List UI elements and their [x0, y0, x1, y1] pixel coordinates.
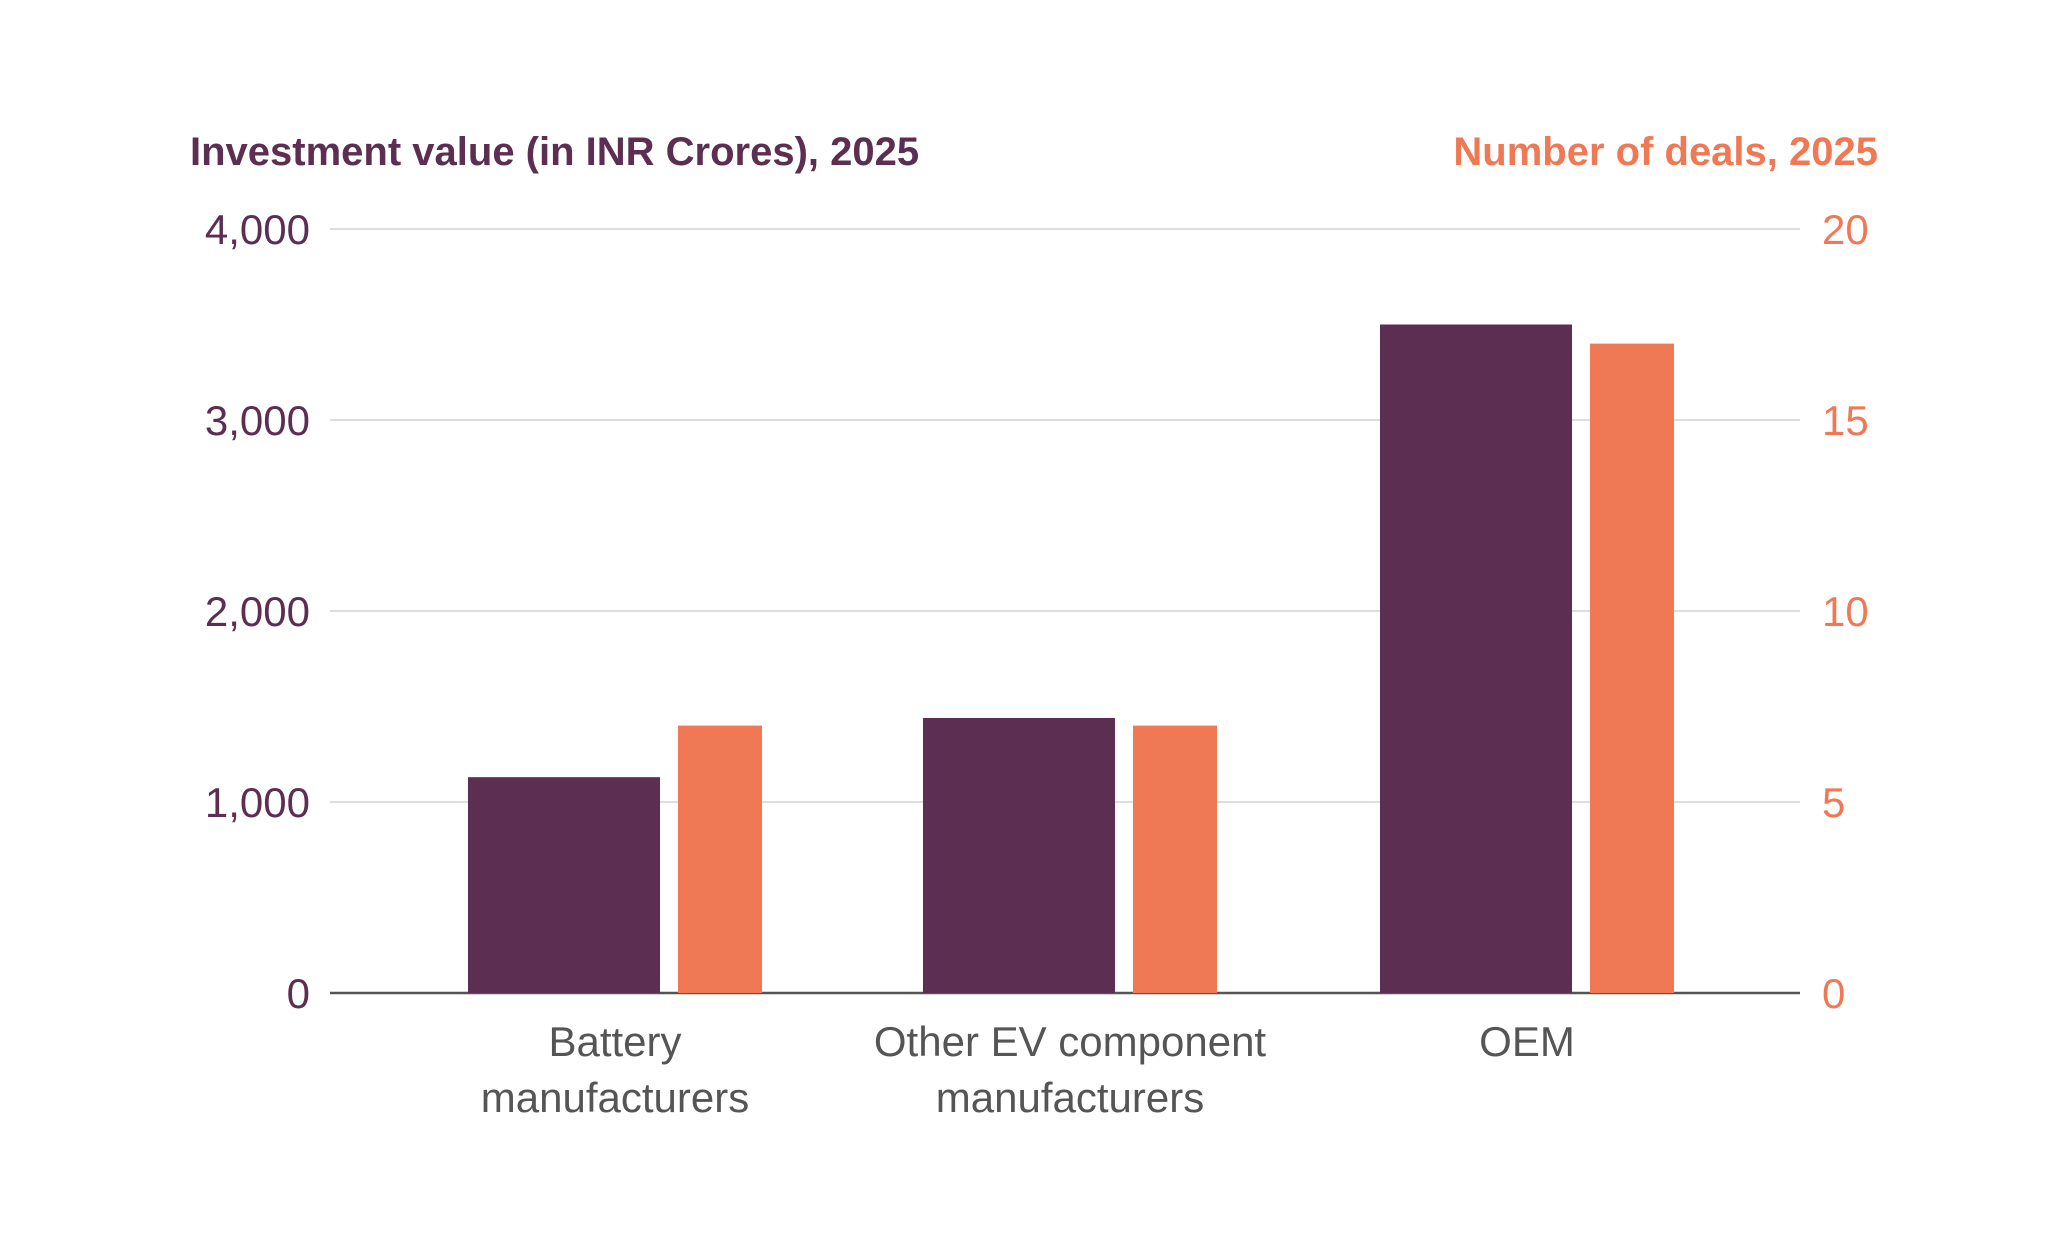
left-tick-label: 1,000: [205, 779, 310, 826]
deals-bar: [678, 725, 762, 993]
right-axis-title: Number of deals, 2025: [1453, 130, 1878, 174]
right-tick-label: 10: [1822, 588, 1869, 635]
left-tick-label: 0: [287, 970, 310, 1017]
deals-bar: [1133, 725, 1217, 993]
bars: [468, 324, 1674, 994]
category-label: Other EV component manufacturers: [874, 1018, 1267, 1121]
right-tick-label: 5: [1822, 779, 1845, 826]
investment-bar: [468, 777, 660, 993]
right-tick-label: 15: [1822, 397, 1869, 444]
axis-ticks: 0 0 1,000 5 2,000 10 3,000 15 4,000 20: [205, 206, 1869, 1017]
category-label: OEM: [1479, 1018, 1575, 1065]
left-tick-label: 4,000: [205, 206, 310, 253]
category-labels: Battery manufacturers Other EV component ma…: [481, 1018, 1575, 1121]
left-tick-label: 3,000: [205, 397, 310, 444]
deals-bar: [1590, 343, 1674, 994]
category-label: Battery manufacturers: [481, 1018, 749, 1121]
left-tick-label: 2,000: [205, 588, 310, 635]
investment-bar: [1380, 324, 1572, 993]
investment-bar: [923, 717, 1115, 993]
left-axis-title: Investment value (in INR Crores), 2025: [190, 130, 919, 174]
right-tick-label: 0: [1822, 970, 1845, 1017]
right-tick-label: 20: [1822, 206, 1869, 253]
